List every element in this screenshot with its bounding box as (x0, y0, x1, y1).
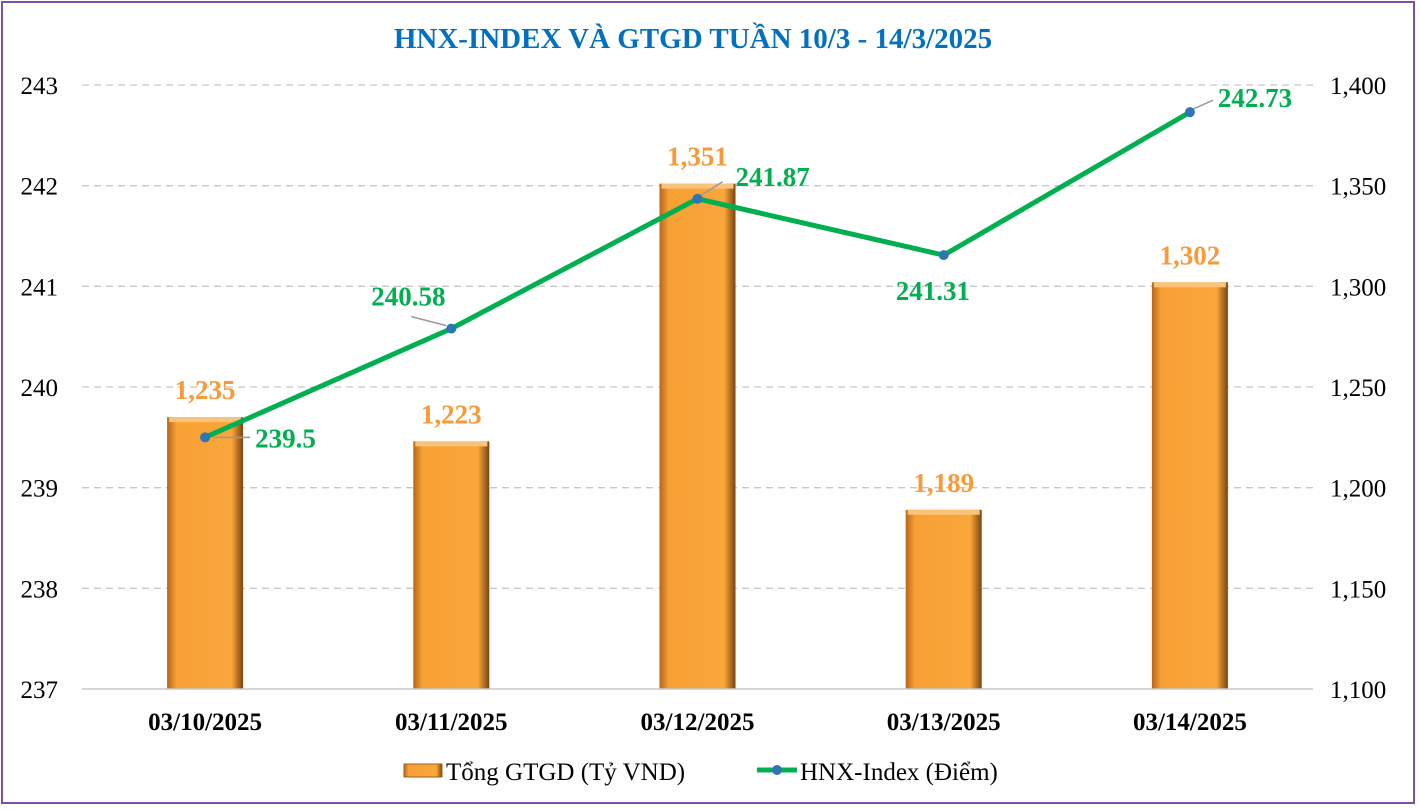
chart-title: HNX-INDEX VÀ GTGD TUẦN 10/3 - 14/3/2025 (394, 21, 992, 55)
line-value-label: 241.31 (896, 276, 970, 306)
x-tick-label: 03/14/2025 (1133, 709, 1247, 736)
right-tick-label: 1,300 (1330, 274, 1386, 301)
right-tick-label: 1,350 (1330, 174, 1386, 201)
bar-top-bevel (1153, 282, 1226, 288)
right-tick-label: 1,100 (1330, 677, 1386, 704)
legend-marker (772, 765, 782, 775)
bar-value-label: 1,189 (913, 468, 974, 498)
x-tick-label: 03/10/2025 (148, 709, 262, 736)
hnx-marker (692, 193, 703, 204)
left-tick-label: 237 (21, 677, 59, 704)
bar-value-label: 1,351 (667, 142, 728, 172)
bar (1151, 282, 1228, 689)
bar-top-bevel (661, 183, 734, 189)
bar-value-label: 1,302 (1160, 240, 1221, 270)
right-tick-label: 1,200 (1330, 476, 1386, 503)
x-tick-label: 03/11/2025 (395, 709, 508, 736)
x-tick-label: 03/13/2025 (887, 709, 1001, 736)
legend: Tổng GTGD (Tỷ VND) HNX-Index (Điểm) (403, 759, 998, 786)
right-tick-label: 1,400 (1330, 73, 1386, 100)
bar (167, 417, 244, 689)
left-tick-label: 241 (21, 274, 59, 301)
left-tick-label: 240 (21, 375, 59, 402)
right-tick-label: 1,250 (1330, 375, 1386, 402)
bar-top-bevel (415, 441, 488, 447)
line-value-label: 239.5 (255, 423, 316, 453)
bar (659, 183, 736, 690)
left-tick-label: 242 (21, 174, 59, 201)
bar-value-label: 1,223 (421, 399, 482, 429)
left-tick-label: 239 (21, 476, 59, 503)
x-tick-label: 03/12/2025 (641, 709, 755, 736)
legend-label-hnx: HNX-Index (Điểm) (800, 759, 998, 786)
bar (905, 509, 982, 689)
line-value-label: 242.73 (1218, 83, 1292, 113)
right-tick-label: 1,150 (1330, 576, 1386, 603)
legend-label-gtgd: Tổng GTGD (Tỷ VND) (446, 759, 685, 786)
hnx-marker (938, 250, 949, 261)
left-tick-label: 238 (21, 576, 59, 603)
line-value-label: 241.87 (736, 162, 810, 192)
bar-top-bevel (169, 417, 242, 423)
legend-bar-swatch (403, 763, 443, 778)
left-tick-label: 243 (21, 73, 59, 100)
leader-line (411, 315, 447, 327)
leader-line (1192, 99, 1214, 110)
bar (413, 441, 490, 689)
bar-top-bevel (907, 509, 980, 515)
hnx-marker (446, 323, 457, 334)
hnx-marker (1184, 107, 1195, 118)
hnx-marker (200, 432, 211, 443)
leader-line (700, 181, 723, 197)
bar-value-label: 1,235 (175, 375, 236, 405)
line-value-label: 240.58 (371, 282, 445, 312)
